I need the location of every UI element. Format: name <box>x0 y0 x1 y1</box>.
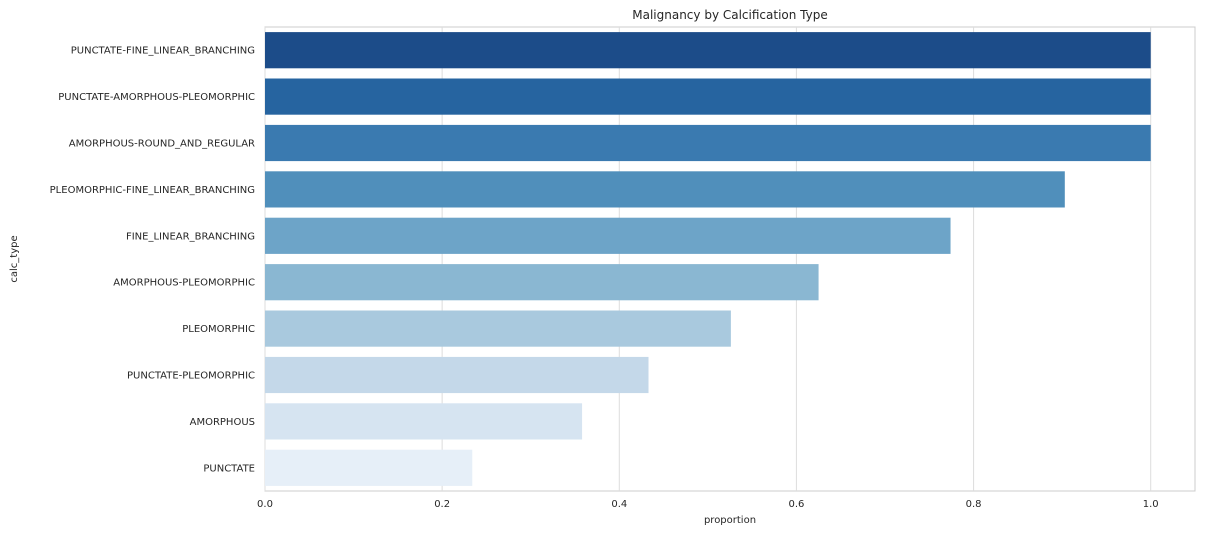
x-tick-label: 1.0 <box>1143 499 1159 510</box>
y-tick-label: PLEOMORPHIC <box>182 324 255 335</box>
bar <box>265 310 731 347</box>
chart-title: Malignancy by Calcification Type <box>632 8 827 22</box>
y-tick-label: FINE_LINEAR_BRANCHING <box>126 231 255 242</box>
bar <box>265 403 583 440</box>
x-tick-label: 0.8 <box>966 499 982 510</box>
bars <box>265 32 1151 486</box>
y-tick-label: PUNCTATE-FINE_LINEAR_BRANCHING <box>71 46 255 57</box>
x-tick-label: 0.2 <box>434 499 450 510</box>
x-axis-label: proportion <box>704 515 756 526</box>
y-tick-label: PUNCTATE-PLEOMORPHIC <box>127 371 255 382</box>
x-tick-labels: 0.0 0.2 0.4 0.6 0.8 1.0 <box>257 499 1159 510</box>
x-tick-label: 0.4 <box>611 499 627 510</box>
bar <box>265 356 649 394</box>
bar <box>265 171 1065 208</box>
bar <box>265 78 1151 115</box>
bar <box>265 449 473 486</box>
y-tick-label: PUNCTATE-AMORPHOUS-PLEOMORPHIC <box>58 92 255 103</box>
y-tick-label: PUNCTATE <box>203 463 255 474</box>
x-tick-label: 0.6 <box>788 499 804 510</box>
y-tick-label: AMORPHOUS-ROUND_AND_REGULAR <box>69 139 255 150</box>
y-tick-labels: PUNCTATE-FINE_LINEAR_BRANCHING PUNCTATE-A… <box>50 46 255 475</box>
x-tick-label: 0.0 <box>257 499 273 510</box>
y-tick-label: AMORPHOUS <box>190 417 255 428</box>
bar <box>265 124 1151 162</box>
y-axis-label: calc_type <box>9 235 20 282</box>
y-tick-label: AMORPHOUS-PLEOMORPHIC <box>113 278 255 289</box>
y-tick-label: PLEOMORPHIC-FINE_LINEAR_BRANCHING <box>50 185 255 196</box>
bar <box>265 217 951 254</box>
bar <box>265 32 1151 69</box>
bar <box>265 264 819 301</box>
